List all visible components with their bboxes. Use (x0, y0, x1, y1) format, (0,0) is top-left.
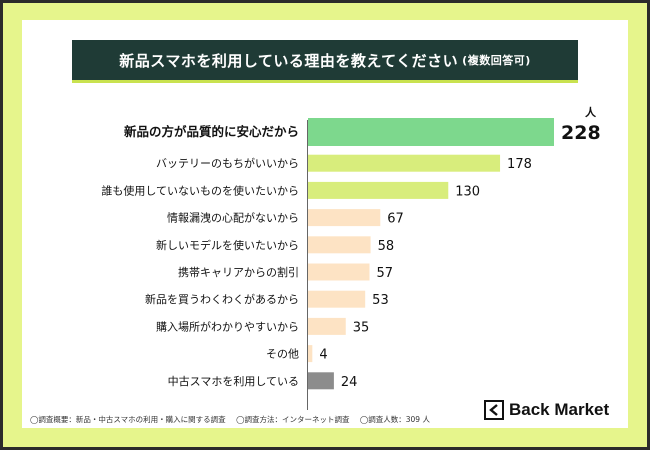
value-label: 67 (387, 212, 404, 227)
bar (308, 263, 370, 281)
footnote-survey-method: ◯調査方法：インターネット調査 (236, 415, 350, 424)
value-label: 35 (353, 320, 370, 335)
category-label: 新品の方が品質的に安心だから (124, 124, 299, 139)
category-label: 中古スマホを利用している (168, 375, 299, 388)
bar (308, 290, 366, 308)
category-label: 携帯キャリアからの割引 (178, 265, 299, 279)
value-label: 4 (319, 348, 327, 363)
bar (308, 118, 554, 146)
value-label: 228 (561, 122, 601, 144)
footnote: ◯調査概要：新品・中古スマホの利用・購入に関する調査 ◯調査方法：インターネット… (30, 414, 438, 425)
category-label: その他 (266, 348, 299, 361)
category-label: バッテリーのもちがいいから (156, 156, 299, 170)
chart-title-text: 新品スマホを利用している理由を教えてください (119, 51, 459, 70)
category-label: 誰も使用していないものを使いたいから (101, 183, 299, 197)
bar (308, 209, 381, 227)
value-label: 53 (372, 293, 389, 308)
back-market-logo: Back Market (484, 400, 609, 420)
value-label: 24 (341, 375, 358, 390)
chart-title-sub: (複数回答可) (462, 54, 531, 67)
bar (308, 345, 313, 363)
bar (308, 372, 334, 390)
bar (308, 317, 346, 335)
back-market-logo-icon (484, 400, 504, 420)
chart-card: 新品スマホを利用している理由を教えてください (複数回答可) 人 新品の方が品質… (22, 20, 628, 428)
value-label: 130 (455, 184, 480, 199)
footnote-survey-overview: ◯調査概要：新品・中古スマホの利用・購入に関する調査 (30, 415, 226, 424)
category-label: 情報漏洩の心配がないから (167, 211, 299, 225)
y-axis-line (307, 120, 308, 410)
bar (308, 181, 449, 199)
bar (308, 154, 501, 172)
brand-name: Back Market (509, 400, 610, 419)
footnote-survey-count: ◯調査人数：309 人 (359, 415, 430, 424)
value-label: 178 (507, 157, 532, 172)
category-label: 新品を買うわくわくがあるから (145, 292, 299, 306)
category-label: 購入場所がわかりやすいから (156, 319, 299, 333)
value-label: 58 (378, 239, 395, 254)
chart-title: 新品スマホを利用している理由を教えてください (複数回答可) (72, 40, 578, 80)
title-underline (72, 80, 578, 83)
value-label: 57 (377, 266, 394, 281)
unit-label: 人 (585, 106, 596, 119)
bar-chart: 新品の方が品質的に安心だから 228 バッテリーのもちがいいから 178 誰も使用してい… (101, 118, 601, 390)
category-label: 新しいモデルを使いたいから (156, 238, 299, 252)
bar (308, 236, 371, 254)
